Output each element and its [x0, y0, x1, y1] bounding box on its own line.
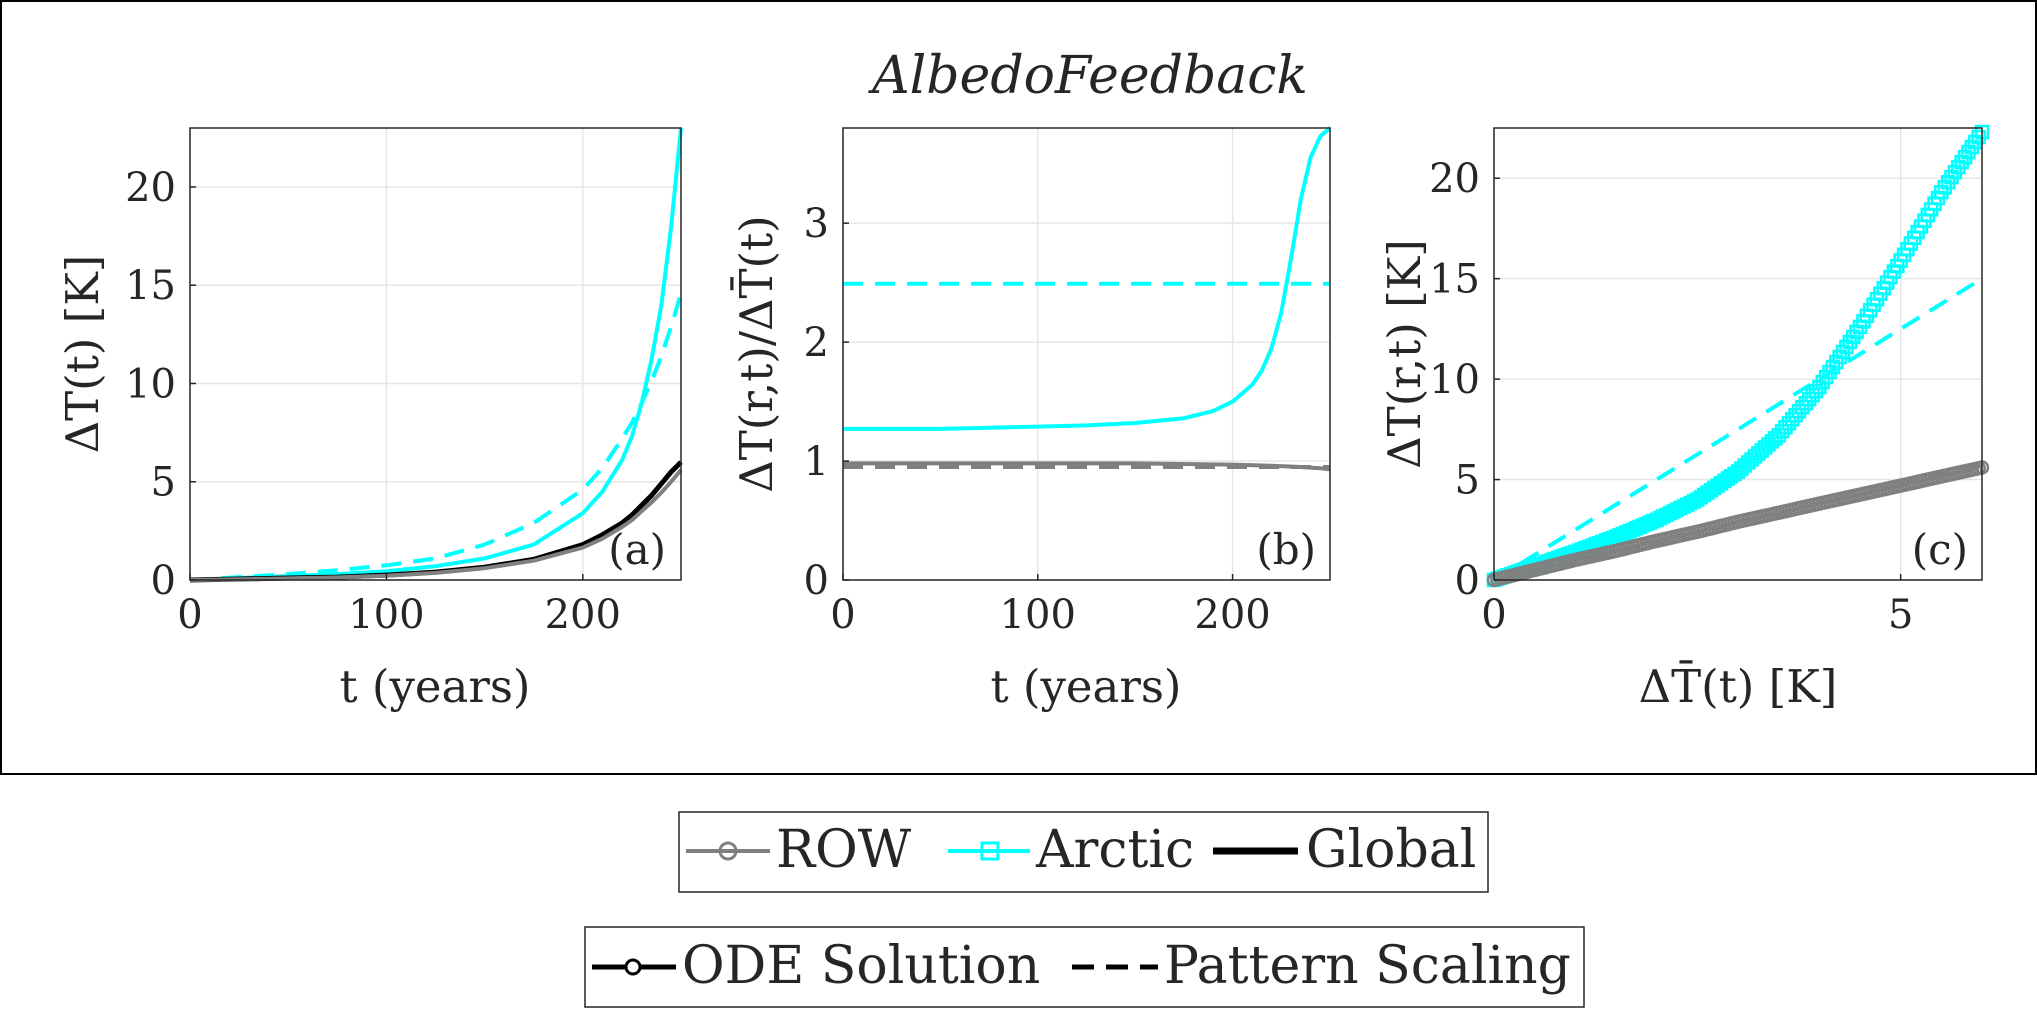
- panel-a-x-axis-label: t (years): [340, 660, 531, 713]
- legend-row-label: ROW: [776, 820, 912, 880]
- panel-c-y-tick-label: 15: [1429, 257, 1480, 303]
- panel-a-ticks: 0 100 200 0 5 10 15 20: [125, 165, 621, 638]
- panel-c-axes-box: [1493, 127, 1983, 581]
- panel-c-x-axis-label-text: ΔT̄(t) [K]: [1639, 660, 1838, 713]
- panel-c-y-axis-label: ΔT(r,t) [K]: [1378, 239, 1431, 469]
- panel-a-axes-box: [189, 127, 682, 581]
- legend-regions: ROW Arctic Global: [678, 811, 1489, 893]
- panel-b-x-tick-label: 100: [1000, 592, 1076, 638]
- panel-c-x-axis-label: ΔT̄(t) [K]: [1639, 660, 1838, 713]
- panel-b-ticks: 0 100 200 0 1 2 3: [804, 201, 1271, 638]
- panel-b-y-tick-label: 3: [804, 201, 829, 247]
- panel-b-tag: (b): [1256, 525, 1316, 574]
- panel-a-y-tick-label: 20: [125, 165, 176, 211]
- panel-b-y-tick-label: 2: [804, 320, 829, 366]
- panel-b-y-axis-label-text: ΔT(r,t)/ΔT̄(t): [730, 215, 783, 492]
- legend-item-global: Global: [1213, 820, 1476, 880]
- panel-b-axes-box: [842, 127, 1331, 581]
- panel-b-x-axis-label: t (years): [991, 660, 1182, 713]
- panel-c-x-tick-label: 0: [1481, 592, 1506, 638]
- panel-c-y-axis-label-text: ΔT(r,t) [K]: [1378, 239, 1431, 469]
- panel-a-x-tick-label: 100: [348, 592, 424, 638]
- panel-a-y-axis-label: ΔT(t) [K]: [56, 255, 109, 454]
- panel-c-y-tick-label: 5: [1455, 458, 1480, 504]
- panel-a-plot-area: [190, 128, 681, 580]
- panel-c-ticks: 0 5 0 5 10 15 20: [1429, 156, 1913, 638]
- legend-item-pattern-scaling: Pattern Scaling: [1072, 936, 1571, 996]
- legend-row-marker: [718, 841, 738, 861]
- legend-pattern-label: Pattern Scaling: [1164, 936, 1571, 996]
- panel-b-series: [843, 126, 1332, 472]
- panel-b-y-tick-label: 1: [804, 439, 829, 485]
- panel-b: 0 100 200 0 1 2 3 (b) t (years) ΔT(r,t)/ΔT̄(t): [730, 126, 1332, 713]
- panel-c-series: [1486, 124, 1990, 588]
- panel-c-x-tick-label: 5: [1888, 592, 1913, 638]
- panel-a-series-row-ode-solution: [189, 468, 683, 582]
- panel-a-y-tick-label: 0: [151, 558, 176, 604]
- panel-c-y-tick-label: 10: [1429, 357, 1480, 403]
- panel-c-plot-area: [1494, 128, 1982, 580]
- legend-arctic-label: Arctic: [1035, 820, 1194, 880]
- legend-styles: ODE Solution Pattern Scaling: [584, 926, 1585, 1008]
- panel-a-y-tick-label: 10: [125, 361, 176, 407]
- panel-b-series-arctic-ode-solution: [843, 126, 1332, 431]
- panel-a-tag: (a): [608, 525, 666, 574]
- legend-global-label: Global: [1306, 820, 1476, 880]
- panel-c-tag: (c): [1912, 525, 1968, 574]
- panel-a-y-axis-label-text: ΔT(t) [K]: [56, 255, 109, 454]
- panel-a-x-axis-label-text: t (years): [340, 660, 531, 713]
- panel-c-y-tick-label: 20: [1429, 156, 1480, 202]
- panel-b-series-row-ode-solution: [843, 461, 1331, 472]
- panel-a-series: [189, 127, 683, 583]
- legend-ode-marker: [624, 958, 642, 976]
- panel-a-series-arctic-ode-solution: [189, 127, 683, 582]
- panel-a-series-arctic-pattern-scaling: [189, 292, 683, 582]
- legend-item-ode-solution: ODE Solution: [592, 936, 1040, 996]
- panel-a: 0 100 200 0 5 10 15 20 (a) t (years) ΔT(t) [K]: [56, 127, 683, 713]
- panel-c-y-tick-label: 0: [1455, 558, 1480, 604]
- panel-b-y-tick-label: 0: [804, 558, 829, 604]
- legend-item-row: ROW: [686, 820, 912, 880]
- panel-a-x-tick-label: 0: [177, 592, 202, 638]
- panel-b-x-axis-label-text: t (years): [991, 660, 1182, 713]
- panel-a-y-tick-label: 5: [151, 460, 176, 506]
- panel-b-x-tick-label: 0: [830, 592, 855, 638]
- panel-a-x-tick-label: 200: [545, 592, 621, 638]
- legend-item-arctic: Arctic: [948, 820, 1194, 880]
- panel-c-series-row-pattern-scaling: [1493, 463, 1983, 582]
- panel-c: 0 5 0 5 10 15 20 (c) ΔT̄(t) [K] ΔT(r,t) [K]: [1378, 124, 1990, 713]
- panel-b-plot-area: [843, 128, 1330, 580]
- panel-b-x-tick-label: 200: [1194, 592, 1270, 638]
- figure-title: AlbedoFeedback: [868, 46, 1308, 106]
- legend-regions-box: [678, 811, 1489, 893]
- panel-a-y-tick-label: 15: [125, 263, 176, 309]
- panel-b-y-axis-label: ΔT(r,t)/ΔT̄(t): [730, 215, 783, 492]
- legend-arctic-marker: [980, 841, 1000, 861]
- legend-ode-label: ODE Solution: [682, 936, 1040, 996]
